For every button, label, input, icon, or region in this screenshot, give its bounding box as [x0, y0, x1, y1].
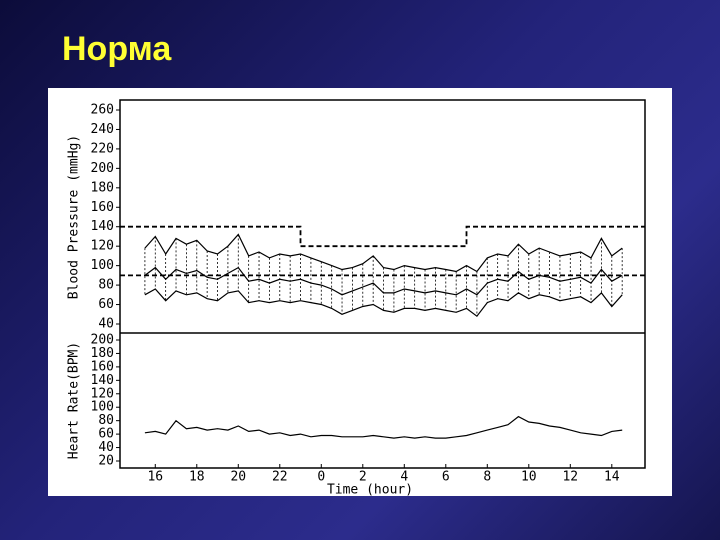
- y-axis-label: Blood Pressure (mmHg): [67, 135, 82, 299]
- x-tick-label: 20: [230, 470, 246, 485]
- y-tick-label: 160: [91, 200, 114, 215]
- y-tick-label: 80: [98, 278, 114, 293]
- x-tick-label: 22: [272, 470, 288, 485]
- x-tick-label: 18: [189, 470, 205, 485]
- y-tick-label: 180: [91, 180, 114, 195]
- y-tick-label: 120: [91, 386, 114, 401]
- y-tick-label: 100: [91, 400, 114, 415]
- slide-title: Норма: [62, 30, 172, 68]
- series-line: [144, 415, 623, 439]
- y-tick-label: 160: [91, 359, 114, 374]
- series-line: [144, 233, 623, 273]
- y-tick-label: 40: [98, 317, 114, 332]
- x-axis-label: Time (hour): [327, 483, 413, 498]
- x-tick-label: 6: [442, 470, 450, 485]
- y-tick-label: 200: [91, 333, 114, 348]
- y-tick-label: 40: [98, 440, 114, 455]
- x-tick-label: 4: [400, 470, 408, 485]
- y-tick-label: 240: [91, 122, 114, 137]
- x-tick-label: 2: [359, 470, 367, 485]
- y-tick-label: 100: [91, 258, 114, 273]
- x-tick-label: 10: [521, 470, 537, 485]
- reference-line: [120, 225, 645, 248]
- y-axis-label: Heart Rate(BPM): [67, 342, 82, 459]
- y-tick-label: 20: [98, 454, 114, 469]
- y-tick-label: 200: [91, 161, 114, 176]
- y-tick-label: 220: [91, 141, 114, 156]
- x-tick-label: 14: [604, 470, 620, 485]
- y-tick-label: 260: [91, 103, 114, 118]
- x-tick-label: 0: [317, 470, 325, 485]
- y-tick-label: 180: [91, 346, 114, 361]
- y-tick-label: 140: [91, 219, 114, 234]
- x-tick-label: 16: [147, 470, 163, 485]
- y-tick-label: 140: [91, 373, 114, 388]
- y-tick-label: 120: [91, 239, 114, 254]
- chart-panel: [48, 88, 672, 496]
- y-tick-label: 80: [98, 413, 114, 428]
- y-tick-label: 60: [98, 427, 114, 442]
- series-line: [144, 288, 623, 318]
- y-tick-label: 60: [98, 297, 114, 312]
- x-tick-label: 12: [562, 470, 578, 485]
- x-tick-label: 8: [483, 470, 491, 485]
- plot-frame: [119, 99, 646, 469]
